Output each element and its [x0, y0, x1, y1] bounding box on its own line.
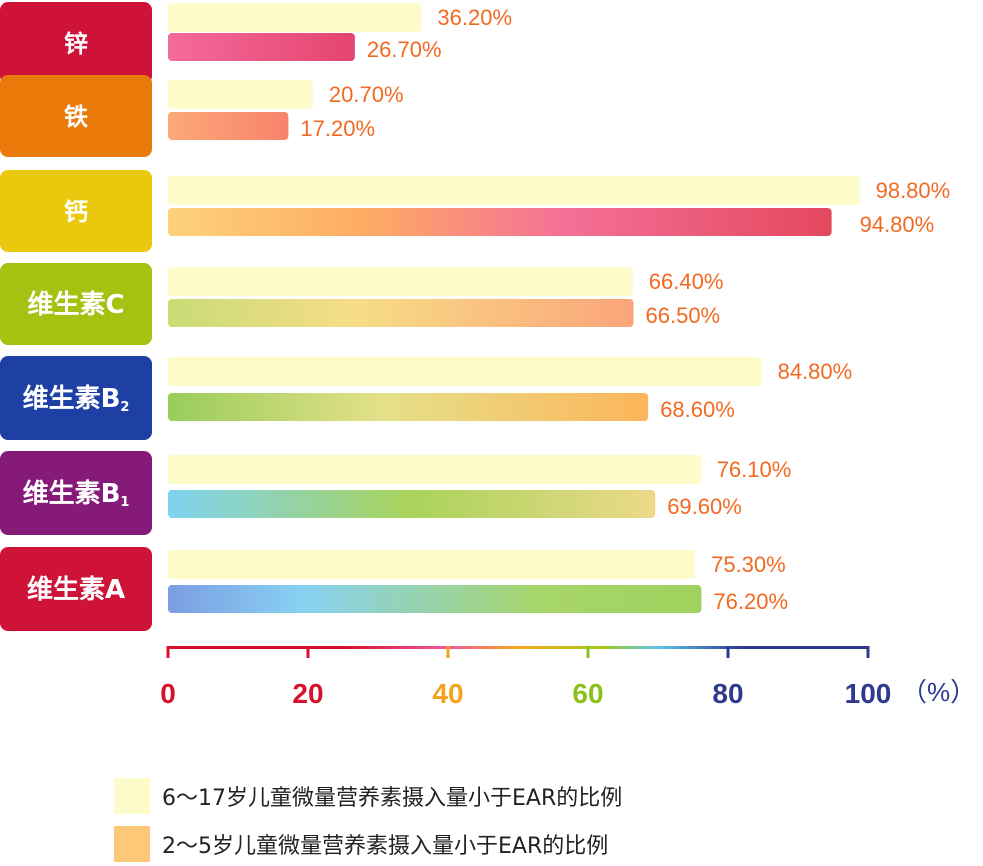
category-box-2	[0, 170, 152, 252]
x-tick-label-4: 80	[712, 678, 743, 709]
bar-s1-1	[168, 80, 313, 109]
category-box-5	[0, 451, 152, 535]
category-box-4	[0, 356, 152, 440]
value-label-s1-2: 98.80%	[876, 178, 951, 203]
bar-s1-2	[168, 176, 860, 205]
value-labels: 36.20% 26.70% 20.70% 17.20% 98.80% 94.80% 66.4…	[300, 5, 950, 614]
value-label-s2-6: 76.20%	[713, 589, 788, 614]
category-label-5: 维生素B1	[23, 478, 130, 510]
value-label-s1-1: 20.70%	[329, 82, 404, 107]
value-label-s1-6: 75.30%	[711, 552, 786, 577]
x-tick-3	[586, 646, 590, 658]
category-subscript-4: 2	[120, 400, 129, 415]
category-box-3	[0, 263, 152, 345]
category-label-0: 锌	[64, 30, 88, 58]
value-label-s2-5: 69.60%	[667, 494, 742, 519]
value-label-s1-4: 84.80%	[778, 359, 853, 384]
x-axis-line	[168, 646, 868, 649]
category-label-3: 维生素C	[27, 289, 124, 320]
legend-swatch-1	[114, 826, 150, 862]
bar-s2-2	[168, 208, 832, 236]
x-tick-0	[166, 646, 170, 658]
bar-s2-6	[168, 585, 702, 613]
x-tick-label-3: 60	[572, 678, 603, 709]
x-tick-label-5: 100	[845, 678, 892, 709]
category-box-0	[0, 2, 152, 84]
category-label-1: 铁	[64, 103, 88, 131]
value-label-s2-4: 68.60%	[660, 397, 735, 422]
x-tick-1	[306, 646, 310, 658]
x-tick-4	[726, 646, 730, 658]
bar-s2-4	[168, 393, 649, 421]
category-label-6: 维生素A	[27, 574, 125, 605]
x-tick-5	[866, 646, 870, 658]
x-tick-label-0: 0	[160, 678, 176, 709]
bar-s1-4	[168, 357, 762, 386]
category-box-6	[0, 547, 152, 631]
value-label-s1-5: 76.10%	[717, 457, 792, 482]
value-label-s2-2: 94.80%	[860, 212, 935, 237]
bar-s1-3	[168, 267, 633, 296]
bar-s2-0	[168, 33, 355, 61]
category-subscript-5: 1	[120, 495, 129, 510]
x-axis-unit: （%）	[901, 677, 976, 707]
legend: 6～17岁儿童微量营养素摄入量小于EAR的比例 2～5岁儿童微量营养素摄入量小于E…	[114, 778, 622, 862]
legend-label-1: 2～5岁儿童微量营养素摄入量小于EAR的比例	[162, 834, 608, 859]
x-tick-label-1: 20	[292, 678, 323, 709]
value-label-s2-1: 17.20%	[300, 116, 375, 141]
bars	[168, 3, 860, 613]
category-label-2: 钙	[64, 198, 88, 226]
bar-s1-5	[168, 455, 701, 484]
category-box-1	[0, 75, 152, 157]
value-label-s1-0: 36.20%	[437, 5, 512, 30]
value-label-s1-3: 66.40%	[649, 269, 724, 294]
bar-s2-3	[168, 299, 634, 327]
legend-label-0: 6～17岁儿童微量营养素摄入量小于EAR的比例	[162, 786, 622, 811]
bar-s2-5	[168, 490, 656, 518]
x-axis: 0 20 40 60 80 100 （%）	[160, 646, 976, 709]
bar-s2-1	[168, 112, 289, 140]
category-label-4: 维生素B2	[23, 383, 130, 415]
bar-s1-0	[168, 3, 422, 32]
x-tick-label-2: 40	[432, 678, 463, 709]
bar-s1-6	[168, 550, 696, 579]
x-tick-2	[446, 646, 450, 658]
value-label-s2-3: 66.50%	[646, 303, 721, 328]
legend-swatch-0	[114, 778, 150, 814]
value-label-s2-0: 26.70%	[367, 37, 442, 62]
